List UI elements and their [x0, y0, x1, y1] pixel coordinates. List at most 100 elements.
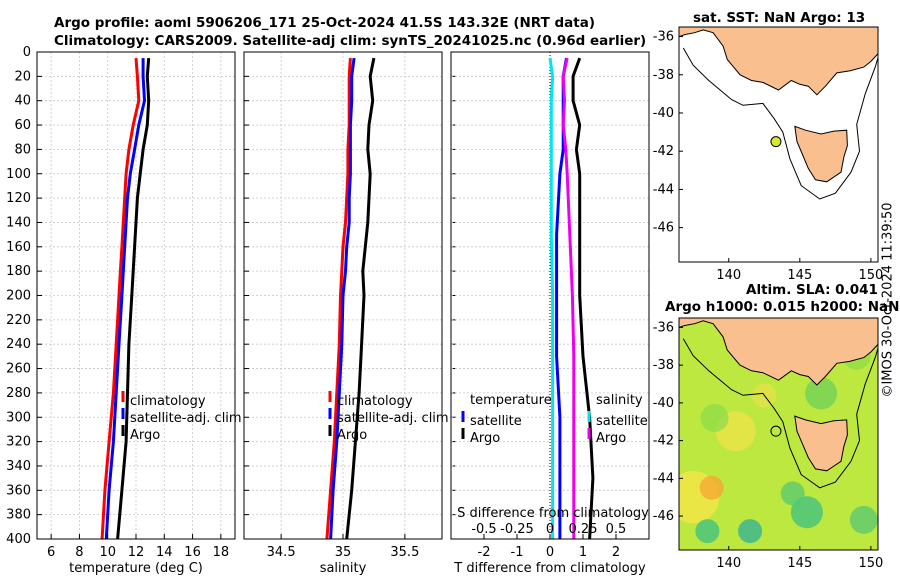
y-tick-label: 240 [6, 337, 31, 352]
legend-title: salinity [596, 393, 643, 408]
x-tick-label: 18 [213, 545, 230, 560]
s-axis-label: S difference from climatology [457, 506, 649, 521]
x-tick-label: -1 [511, 545, 524, 560]
sla-anomaly [695, 519, 720, 544]
s-tick-label: -0.25 [500, 522, 534, 537]
y-tick-label: -46 [653, 509, 674, 524]
map-area [679, 318, 878, 550]
sst-map-title: sat. SST: NaN Argo: 13 [693, 10, 866, 26]
legend-title: temperature [470, 393, 552, 408]
tasmania [794, 415, 848, 472]
y-tick-label: 80 [14, 142, 31, 157]
x-tick-label: -2 [478, 545, 491, 560]
legend-label: satellite [596, 414, 648, 429]
series-s-satellite [548, 57, 555, 539]
x-tick-label: 35 [335, 545, 352, 560]
sla-anomaly [780, 481, 805, 506]
sla-map-title-line1: Altim. SLA: 0.041 [746, 282, 878, 298]
legend-label: satellite-adj. clim [130, 411, 242, 426]
argo-float-marker [770, 425, 782, 437]
sla-anomaly [700, 403, 729, 432]
series-satellite-adj-clim [104, 58, 146, 540]
y-tick-label: 400 [6, 532, 31, 547]
x-tick-label: 145 [787, 556, 812, 571]
s-tick-label: 0 [546, 522, 554, 537]
panel-salinity: 34.5 35 35.5 salinity climatology satellite-a… [243, 51, 449, 576]
argo-float-marker [770, 136, 782, 148]
series-climatology [100, 57, 141, 540]
sla-anomaly [849, 505, 878, 534]
x-tick-label: 140 [716, 556, 741, 571]
sla-anomaly [699, 475, 724, 500]
y-tick-label: 60 [14, 118, 31, 133]
map-area [679, 27, 878, 262]
x-tick-label: 34.5 [267, 545, 296, 560]
panel-difference: -2 -1 0 1 2 S difference from climatology-0.5… [450, 51, 650, 576]
y-tick-label: -38 [653, 68, 674, 83]
legend-label: Argo [130, 428, 160, 443]
tasmania [794, 125, 848, 183]
map-sla_map: 140 145 150 -36 -38 -40 -42 -44 -46 [653, 317, 883, 571]
y-tick-label: 0 [23, 45, 31, 60]
s-tick-label: -0.5 [471, 522, 496, 537]
y-tick-label: -46 [653, 221, 674, 236]
y-tick-label: -36 [653, 30, 674, 45]
x-tick-label: 10 [99, 545, 116, 560]
y-tick-label: -42 [653, 144, 674, 159]
y-tick-label: 320 [6, 435, 31, 450]
x-tick-label: 14 [156, 545, 173, 560]
map-frame [678, 26, 879, 263]
mainland [679, 318, 878, 386]
figure-title-line2: Climatology: CARS2009. Satellite-adj cli… [54, 33, 647, 49]
panel-frame [450, 51, 650, 540]
s-tick-label: 0.25 [569, 522, 598, 537]
shelf-contour [682, 338, 878, 489]
shelf-contour [682, 47, 878, 200]
legend-label: satellite [470, 414, 522, 429]
series-t-argo [571, 57, 595, 540]
x-tick-label: 16 [184, 545, 201, 560]
y-tick-label: 340 [6, 459, 31, 474]
series-s-argo [561, 57, 576, 539]
sla-anomaly [805, 377, 838, 410]
y-tick-label: 300 [6, 410, 31, 425]
y-tick-label: 40 [14, 94, 31, 109]
series-climatology [325, 58, 352, 540]
x-tick-label: 140 [716, 268, 741, 283]
x-tick-label: 145 [787, 268, 812, 283]
x-tick-label: 8 [75, 545, 83, 560]
legend-label: Argo [470, 431, 500, 446]
x-tick-label: 12 [128, 545, 145, 560]
x-tick-label: 35.5 [390, 545, 419, 560]
map-frame [678, 317, 879, 551]
y-tick-label: 220 [6, 313, 31, 328]
y-tick-label: -40 [653, 396, 674, 411]
legend-label: Argo [337, 428, 367, 443]
sla-anomaly [790, 496, 823, 529]
y-tick-label: 200 [6, 289, 31, 304]
x-axis-label: salinity [320, 561, 367, 576]
series-satellite-adj-clim [329, 57, 356, 540]
x-tick-label: 150 [858, 268, 883, 283]
sla-anomaly [738, 519, 763, 544]
panel-temperature: 6 8 10 12 14 16 18 temperature (deg C) climatolo… [36, 51, 242, 576]
y-tick-label: 360 [6, 483, 31, 498]
legend-label: Argo [596, 431, 626, 446]
series-argo [116, 57, 151, 540]
y-tick-label: -36 [653, 320, 674, 335]
y-tick-label: 160 [6, 240, 31, 255]
series-argo [345, 57, 376, 540]
x-tick-label: 2 [612, 545, 620, 560]
figure-title-line1: Argo profile: aoml 5906206_171 25-Oct-20… [54, 15, 596, 31]
y-tick-label: 260 [6, 362, 31, 377]
y-tick-label: 20 [14, 69, 31, 84]
legend-label: climatology [130, 394, 206, 409]
y-tick-label: 380 [6, 508, 31, 523]
y-tick-label: -44 [653, 182, 674, 197]
legend-label: climatology [337, 394, 413, 409]
map-sst_map: 140 145 150 -36 -38 -40 -42 -44 -46 [653, 26, 883, 283]
y-tick-label: -44 [653, 471, 674, 486]
y-tick-label: 180 [6, 264, 31, 279]
x-axis-label: temperature (deg C) [69, 561, 203, 576]
